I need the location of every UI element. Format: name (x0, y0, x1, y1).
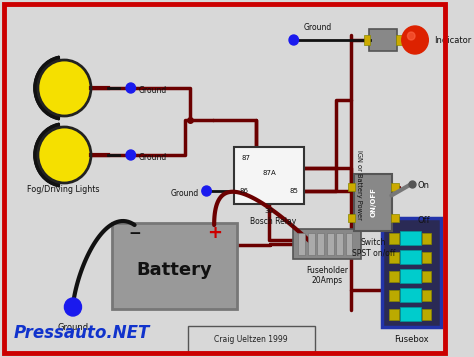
Circle shape (202, 186, 211, 196)
Text: Ground: Ground (138, 85, 166, 95)
Circle shape (126, 83, 136, 93)
Circle shape (38, 127, 91, 183)
Text: Fusebox: Fusebox (394, 335, 428, 344)
Text: 86: 86 (240, 188, 249, 194)
Text: Pressauto.NET: Pressauto.NET (13, 324, 150, 342)
FancyBboxPatch shape (390, 252, 399, 263)
FancyBboxPatch shape (422, 309, 431, 320)
FancyBboxPatch shape (392, 214, 399, 222)
Text: On: On (418, 181, 430, 190)
FancyBboxPatch shape (188, 326, 315, 352)
FancyBboxPatch shape (318, 233, 324, 255)
FancyBboxPatch shape (112, 223, 237, 309)
FancyBboxPatch shape (422, 290, 431, 301)
Circle shape (64, 298, 82, 316)
Text: Ground: Ground (57, 323, 89, 332)
FancyBboxPatch shape (400, 288, 421, 302)
Text: Switch
SPST on/off: Switch SPST on/off (352, 238, 395, 257)
FancyBboxPatch shape (346, 233, 353, 255)
Text: Ground: Ground (303, 23, 331, 32)
Circle shape (38, 60, 91, 116)
FancyBboxPatch shape (382, 218, 441, 327)
Text: 85: 85 (289, 188, 298, 194)
FancyBboxPatch shape (348, 214, 356, 222)
FancyBboxPatch shape (396, 35, 402, 45)
Text: +: + (207, 224, 222, 242)
Text: Ground: Ground (171, 188, 199, 197)
Circle shape (408, 32, 415, 40)
FancyBboxPatch shape (390, 271, 399, 282)
Text: Ground: Ground (138, 152, 166, 161)
FancyBboxPatch shape (308, 233, 315, 255)
Text: Bosch Relay: Bosch Relay (250, 216, 296, 226)
FancyBboxPatch shape (400, 231, 421, 245)
FancyBboxPatch shape (400, 307, 421, 321)
Polygon shape (34, 123, 59, 187)
Text: Indicator: Indicator (434, 35, 471, 45)
Circle shape (126, 150, 136, 160)
FancyBboxPatch shape (422, 233, 431, 244)
FancyBboxPatch shape (355, 174, 392, 231)
FancyBboxPatch shape (390, 309, 399, 320)
FancyBboxPatch shape (422, 252, 431, 263)
FancyBboxPatch shape (234, 147, 304, 204)
Text: 87A: 87A (262, 170, 276, 176)
Text: IGN or Battery Power: IGN or Battery Power (356, 150, 362, 220)
FancyBboxPatch shape (364, 35, 370, 45)
FancyBboxPatch shape (299, 233, 305, 255)
Circle shape (289, 35, 299, 45)
FancyBboxPatch shape (400, 269, 421, 283)
FancyBboxPatch shape (327, 233, 334, 255)
FancyBboxPatch shape (422, 271, 431, 282)
Text: Fog/Driving Lights: Fog/Driving Lights (27, 185, 99, 194)
FancyBboxPatch shape (390, 233, 399, 244)
Wedge shape (34, 56, 64, 120)
Text: 30: 30 (264, 208, 273, 214)
FancyBboxPatch shape (337, 233, 343, 255)
Circle shape (402, 26, 428, 54)
FancyBboxPatch shape (348, 183, 356, 191)
Text: −: − (128, 226, 141, 241)
Text: ON/OFF: ON/OFF (370, 187, 376, 217)
Text: Off: Off (418, 216, 430, 225)
Text: Craig Ueltzen 1999: Craig Ueltzen 1999 (214, 335, 288, 343)
Wedge shape (34, 123, 64, 187)
Text: Fuseholder
20Amps: Fuseholder 20Amps (306, 266, 348, 285)
FancyBboxPatch shape (400, 250, 421, 264)
Polygon shape (34, 56, 59, 120)
FancyBboxPatch shape (293, 229, 361, 259)
Text: Battery: Battery (137, 261, 212, 279)
FancyBboxPatch shape (390, 290, 399, 301)
Text: 87: 87 (242, 155, 251, 161)
FancyBboxPatch shape (392, 183, 399, 191)
FancyBboxPatch shape (369, 29, 397, 51)
